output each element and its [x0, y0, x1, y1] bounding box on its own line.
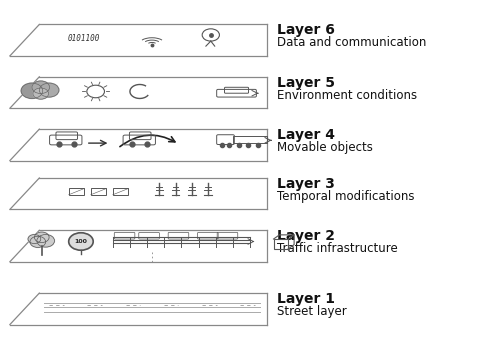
- Text: Layer 3: Layer 3: [277, 177, 335, 191]
- Circle shape: [21, 83, 42, 99]
- Bar: [233, 136, 267, 143]
- Circle shape: [37, 235, 54, 247]
- Bar: [274, 239, 288, 249]
- Text: 100: 100: [74, 239, 88, 244]
- Text: Street layer: Street layer: [277, 305, 346, 318]
- Circle shape: [30, 236, 46, 247]
- Text: 0101100: 0101100: [67, 34, 100, 43]
- Bar: [113, 188, 128, 195]
- Bar: [91, 188, 106, 195]
- Bar: [68, 188, 84, 195]
- Circle shape: [40, 83, 59, 97]
- Text: Layer 6: Layer 6: [277, 23, 335, 37]
- Text: Layer 5: Layer 5: [277, 76, 335, 90]
- Circle shape: [34, 232, 49, 242]
- Text: Temporal modifications: Temporal modifications: [277, 190, 414, 203]
- Text: Traffic infrastructure: Traffic infrastructure: [277, 242, 398, 255]
- Circle shape: [32, 81, 50, 94]
- Text: Layer 4: Layer 4: [277, 128, 335, 142]
- Circle shape: [33, 88, 48, 99]
- Text: Movable objects: Movable objects: [277, 141, 373, 154]
- Text: Layer 1: Layer 1: [277, 292, 335, 306]
- Circle shape: [68, 233, 93, 250]
- Circle shape: [28, 235, 41, 244]
- Text: Environment conditions: Environment conditions: [277, 89, 417, 102]
- Text: Layer 2: Layer 2: [277, 229, 335, 243]
- Text: Data and communication: Data and communication: [277, 36, 426, 49]
